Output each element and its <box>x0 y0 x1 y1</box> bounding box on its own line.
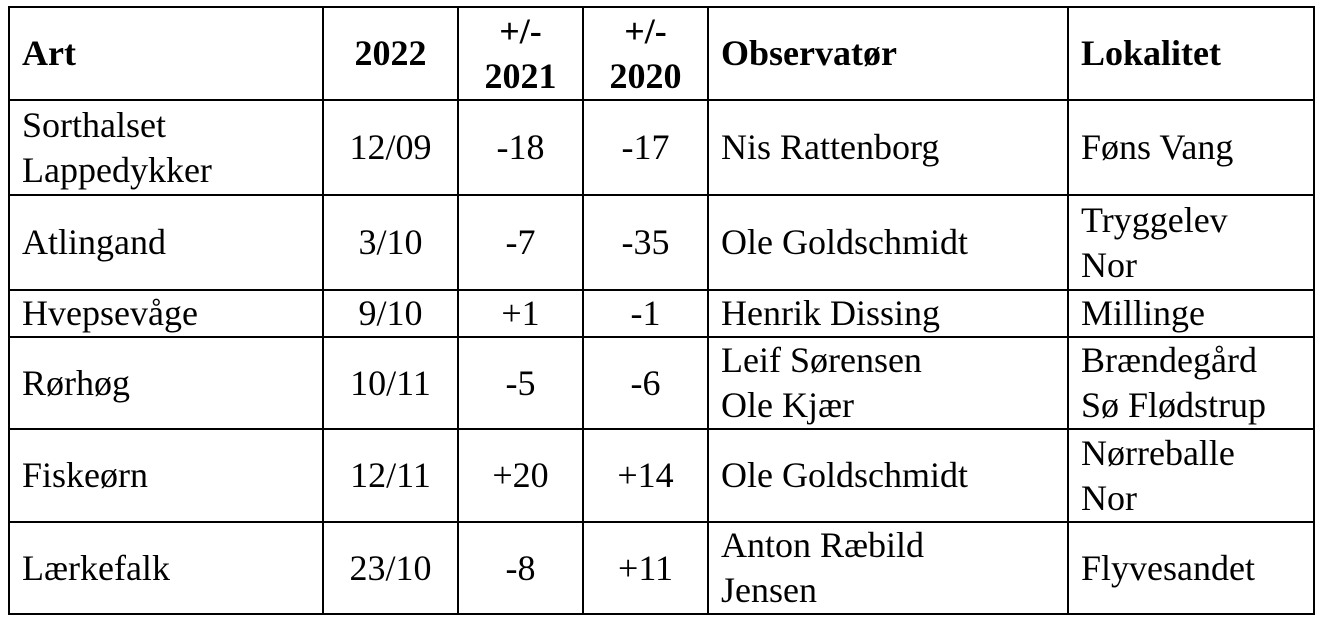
table-cell: -17 <box>582 99 709 196</box>
table-head: Art 2022 +/- 2021 +/- 2020 Observatør Lokalit… <box>8 6 1315 101</box>
table-row: Atlingand 3/10 -7 -35 Ole Goldschmidt Tryggel… <box>8 194 1315 291</box>
table-cell: Leif Sørensen Ole Kjær <box>707 336 1069 430</box>
table-row: Fiskeørn 12/11 +20 +14 Ole Goldschmidt Nørreb… <box>8 428 1315 523</box>
table-cell: Ole Goldschmidt <box>707 428 1069 523</box>
table-cell: -35 <box>582 194 709 291</box>
table-cell: -7 <box>457 194 584 291</box>
table-cell: 3/10 <box>322 194 459 291</box>
table-cell: 12/11 <box>322 428 459 523</box>
table-cell: Lærkefalk <box>8 521 324 615</box>
table-cell: Nørreballe Nor <box>1067 428 1315 523</box>
table-cell: -6 <box>582 336 709 430</box>
table-cell: Rørhøg <box>8 336 324 430</box>
table-cell: -1 <box>582 289 709 338</box>
table-cell: -5 <box>457 336 584 430</box>
table-cell: Sorthalset Lappedykker <box>8 99 324 196</box>
table-cell: Henrik Dissing <box>707 289 1069 338</box>
table-cell: Atlingand <box>8 194 324 291</box>
table-row: Lærkefalk 23/10 -8 +11 Anton Ræbild Jensen Fl… <box>8 521 1315 615</box>
table-cell: Millinge <box>1067 289 1315 338</box>
header-row: Art 2022 +/- 2021 +/- 2020 Observatør Lokalit… <box>8 6 1315 101</box>
header-cell: +/- 2020 <box>582 6 709 101</box>
table-cell: Fiskeørn <box>8 428 324 523</box>
table-cell: +11 <box>582 521 709 615</box>
table-cell: Hvepsevåge <box>8 289 324 338</box>
table-cell: Ole Goldschmidt <box>707 194 1069 291</box>
table-cell: -18 <box>457 99 584 196</box>
table-cell: Tryggelev Nor <box>1067 194 1315 291</box>
table-cell: 10/11 <box>322 336 459 430</box>
table-cell: 9/10 <box>322 289 459 338</box>
table-cell: +1 <box>457 289 584 338</box>
header-cell: 2022 <box>322 6 459 101</box>
table-cell: Nis Rattenborg <box>707 99 1069 196</box>
table-cell: +20 <box>457 428 584 523</box>
table-row: Sorthalset Lappedykker 12/09 -18 -17 Nis Rat… <box>8 99 1315 196</box>
table-cell: +14 <box>582 428 709 523</box>
table-row: Hvepsevåge 9/10 +1 -1 Henrik Dissing Millinge <box>8 289 1315 338</box>
header-cell: Lokalitet <box>1067 6 1315 101</box>
table-cell: 23/10 <box>322 521 459 615</box>
table-body: Sorthalset Lappedykker 12/09 -18 -17 Nis Rat… <box>8 99 1315 615</box>
table: Art 2022 +/- 2021 +/- 2020 Observatør Lokalit… <box>8 6 1315 615</box>
table-cell: -8 <box>457 521 584 615</box>
header-cell: Art <box>8 6 324 101</box>
table-cell: Føns Vang <box>1067 99 1315 196</box>
table-cell: Brændegård Sø Flødstrup <box>1067 336 1315 430</box>
table-cell: Flyvesandet <box>1067 521 1315 615</box>
table-cell: Anton Ræbild Jensen <box>707 521 1069 615</box>
header-cell: +/- 2021 <box>457 6 584 101</box>
table-cell: 12/09 <box>322 99 459 196</box>
header-cell: Observatør <box>707 6 1069 101</box>
table-row: Rørhøg 10/11 -5 -6 Leif Sørensen Ole Kjær Bræ… <box>8 336 1315 430</box>
